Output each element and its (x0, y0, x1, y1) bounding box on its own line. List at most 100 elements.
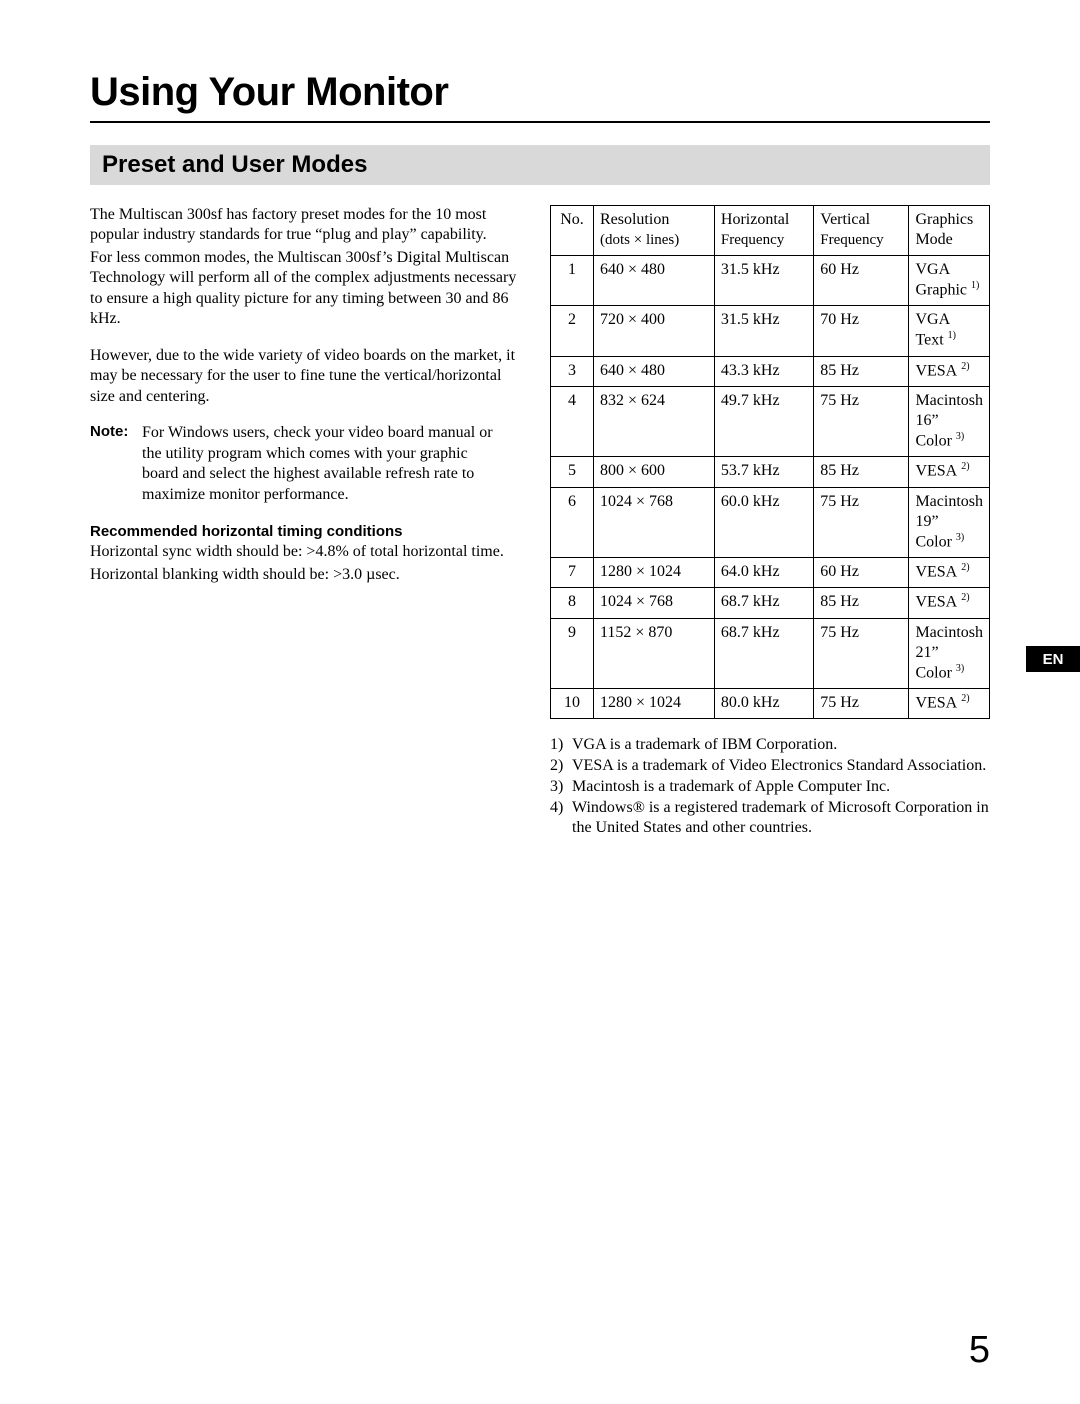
cell-horizontal-freq: 49.7 kHz (714, 386, 813, 456)
cell-vertical-freq: 75 Hz (814, 688, 909, 718)
cell-vertical-freq: 85 Hz (814, 356, 909, 386)
cell-horizontal-freq: 60.0 kHz (714, 487, 813, 557)
table-row: 91152 × 87068.7 kHz75 HzMacintosh21” Col… (551, 618, 990, 688)
th-hf-top: Horizontal (721, 211, 789, 228)
cell-horizontal-freq: 53.7 kHz (714, 457, 813, 487)
preset-modes-table: No. Resolution (dots × lines) Horizontal… (550, 205, 990, 719)
note-block: Note:For Windows users, check your video… (90, 423, 520, 505)
table-row: 3640 × 48043.3 kHz85 HzVESA 2) (551, 356, 990, 386)
superscript: 2) (961, 562, 969, 573)
footnote-text: Macintosh is a trademark of Apple Comput… (572, 777, 990, 798)
footnote-text: VGA is a trademark of IBM Corporation. (572, 735, 990, 756)
paragraph: However, due to the wide variety of vide… (90, 346, 520, 407)
cell-graphics-mode: Macintosh19” Color 3) (909, 487, 990, 557)
cell-vertical-freq: 75 Hz (814, 386, 909, 456)
cell-graphics-mode: VESA 2) (909, 588, 990, 618)
cell-horizontal-freq: 31.5 kHz (714, 256, 813, 306)
th-hf-sub: Frequency (721, 232, 784, 248)
paragraph: Horizontal blanking width should be: >3.… (90, 565, 520, 585)
cell-horizontal-freq: 68.7 kHz (714, 618, 813, 688)
cell-graphics-mode: VESA 2) (909, 356, 990, 386)
th-vf-sub: Frequency (820, 232, 883, 248)
cell-resolution: 800 × 600 (593, 457, 714, 487)
cell-resolution: 1024 × 768 (593, 487, 714, 557)
cell-graphics-mode: VESA 2) (909, 688, 990, 718)
section-banner-text: Preset and User Modes (102, 151, 367, 178)
cell-resolution: 1152 × 870 (593, 618, 714, 688)
th-no: No. (551, 206, 594, 256)
left-column: The Multiscan 300sf has factory preset m… (90, 205, 520, 601)
title-rule (90, 121, 990, 123)
cell-no: 6 (551, 487, 594, 557)
footnote: 2) VESA is a trademark of Video Electron… (550, 756, 990, 777)
paragraph: Horizontal sync width should be: >4.8% o… (90, 542, 520, 562)
th-resolution: Resolution (dots × lines) (593, 206, 714, 256)
footnote-text: Windows® is a registered trademark of Mi… (572, 798, 990, 840)
cell-no: 3 (551, 356, 594, 386)
cell-resolution: 832 × 624 (593, 386, 714, 456)
table-row: 61024 × 76860.0 kHz75 HzMacintosh19” Col… (551, 487, 990, 557)
cell-resolution: 640 × 480 (593, 356, 714, 386)
cell-no: 2 (551, 306, 594, 356)
footnotes: 1) VGA is a trademark of IBM Corporation… (550, 735, 990, 839)
footnote: 3) Macintosh is a trademark of Apple Com… (550, 777, 990, 798)
superscript: 3) (956, 431, 964, 442)
cell-resolution: 720 × 400 (593, 306, 714, 356)
cell-horizontal-freq: 31.5 kHz (714, 306, 813, 356)
table-header-row: No. Resolution (dots × lines) Horizontal… (551, 206, 990, 256)
cell-no: 10 (551, 688, 594, 718)
language-tab: EN (1026, 646, 1080, 672)
cell-resolution: 640 × 480 (593, 256, 714, 306)
th-mode: Graphics Mode (909, 206, 990, 256)
page: Using Your Monitor Preset and User Modes… (0, 0, 1080, 1404)
page-title: Using Your Monitor (90, 70, 990, 115)
footnote-text: VESA is a trademark of Video Electronics… (572, 756, 990, 777)
cell-resolution: 1280 × 1024 (593, 557, 714, 587)
cell-no: 4 (551, 386, 594, 456)
footnote-num: 4) (550, 798, 572, 840)
cell-vertical-freq: 60 Hz (814, 256, 909, 306)
section-banner: Preset and User Modes (90, 145, 990, 185)
cell-graphics-mode: VGA Text 1) (909, 306, 990, 356)
superscript: 2) (961, 361, 969, 372)
right-column: No. Resolution (dots × lines) Horizontal… (550, 205, 990, 839)
cell-graphics-mode: Macintosh21” Color 3) (909, 618, 990, 688)
cell-horizontal-freq: 64.0 kHz (714, 557, 813, 587)
cell-vertical-freq: 85 Hz (814, 588, 909, 618)
superscript: 2) (961, 592, 969, 603)
cell-vertical-freq: 60 Hz (814, 557, 909, 587)
footnote: 1) VGA is a trademark of IBM Corporation… (550, 735, 990, 756)
th-res-top: Resolution (600, 211, 669, 228)
cell-resolution: 1024 × 768 (593, 588, 714, 618)
table-row: 2720 × 40031.5 kHz70 HzVGA Text 1) (551, 306, 990, 356)
cell-horizontal-freq: 43.3 kHz (714, 356, 813, 386)
cell-vertical-freq: 75 Hz (814, 618, 909, 688)
cell-vertical-freq: 75 Hz (814, 487, 909, 557)
superscript: 1) (971, 280, 979, 291)
table-row: 101280 × 102480.0 kHz75 HzVESA 2) (551, 688, 990, 718)
cell-vertical-freq: 85 Hz (814, 457, 909, 487)
two-column-layout: The Multiscan 300sf has factory preset m… (90, 205, 990, 839)
paragraph: For less common modes, the Multiscan 300… (90, 248, 520, 330)
cell-no: 8 (551, 588, 594, 618)
cell-graphics-mode: VESA 2) (909, 557, 990, 587)
cell-no: 9 (551, 618, 594, 688)
cell-graphics-mode: VESA 2) (909, 457, 990, 487)
th-vertical: Vertical Frequency (814, 206, 909, 256)
page-number: 5 (969, 1329, 990, 1372)
superscript: 3) (956, 532, 964, 543)
footnote: 4) Windows® is a registered trademark of… (550, 798, 990, 840)
table-row: 4832 × 62449.7 kHz75 HzMacintosh16” Colo… (551, 386, 990, 456)
cell-no: 5 (551, 457, 594, 487)
note-body: For Windows users, check your video boar… (142, 423, 502, 505)
footnote-num: 2) (550, 756, 572, 777)
table-row: 5800 × 60053.7 kHz85 HzVESA 2) (551, 457, 990, 487)
cell-graphics-mode: Macintosh16” Color 3) (909, 386, 990, 456)
table-row: 71280 × 102464.0 kHz60 HzVESA 2) (551, 557, 990, 587)
cell-no: 1 (551, 256, 594, 306)
table-row: 81024 × 76868.7 kHz85 HzVESA 2) (551, 588, 990, 618)
cell-no: 7 (551, 557, 594, 587)
cell-graphics-mode: VGA Graphic 1) (909, 256, 990, 306)
superscript: 3) (956, 663, 964, 674)
th-horizontal: Horizontal Frequency (714, 206, 813, 256)
